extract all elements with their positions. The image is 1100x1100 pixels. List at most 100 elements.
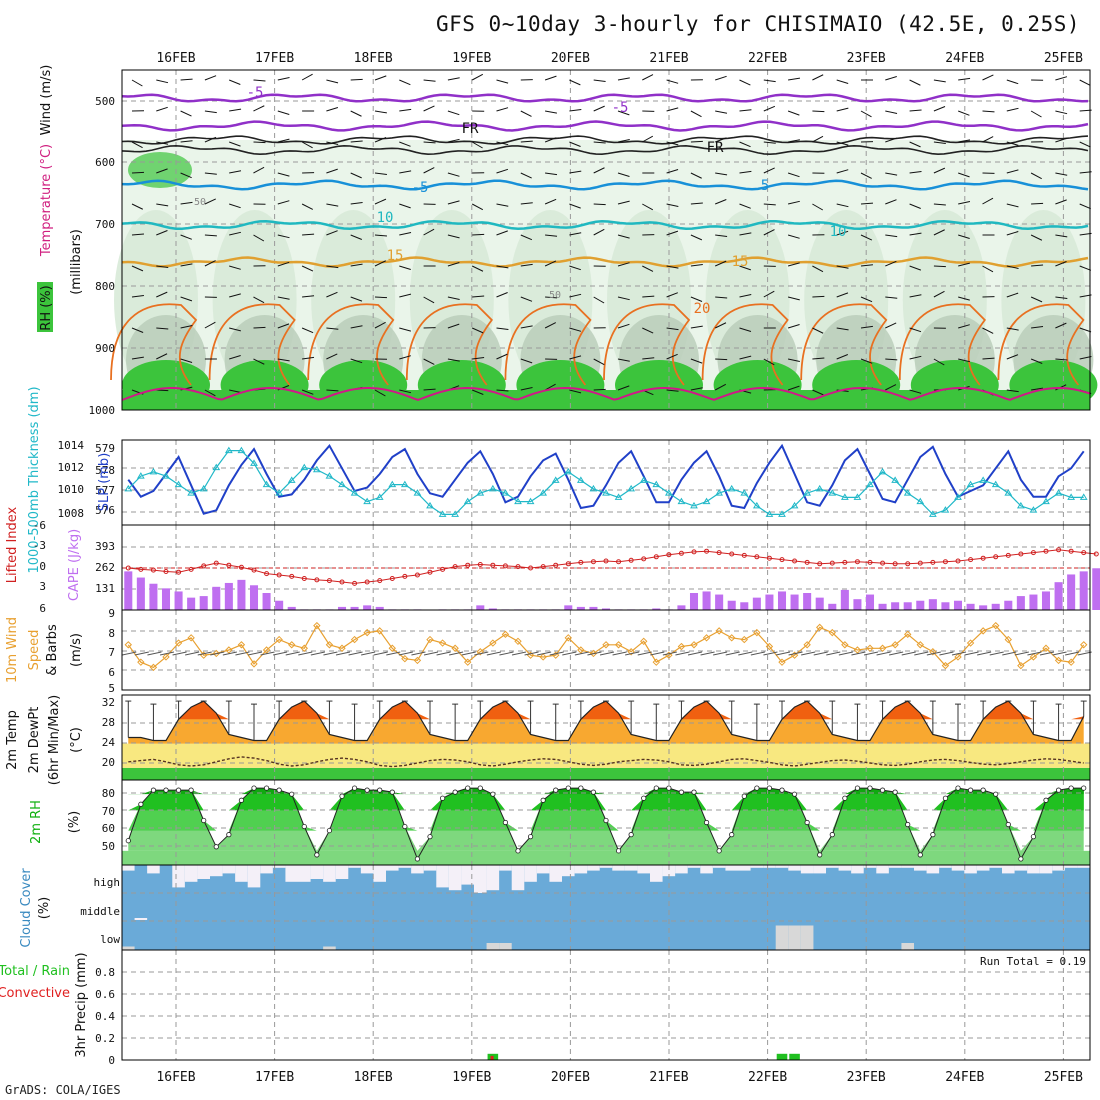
wind-tick: 8 <box>108 627 115 640</box>
wind-barb <box>1006 389 1019 393</box>
wind-barb-10m <box>335 651 351 656</box>
temp-tick: 28 <box>102 716 115 729</box>
wind-barb <box>1055 76 1068 81</box>
lifted-index-point <box>880 560 886 566</box>
thickness-point <box>954 493 962 500</box>
wind-barb <box>1006 292 1019 298</box>
wind-barb-10m <box>1002 651 1017 656</box>
wind-barb <box>447 234 460 239</box>
contour-label: 50 <box>549 290 561 301</box>
cloud-high-gap <box>197 865 210 879</box>
lifted-index-point <box>238 564 244 570</box>
date-label-top: 21FEB <box>649 51 688 66</box>
isotherm-20 <box>898 303 986 386</box>
profile-panel <box>110 70 1098 410</box>
wind-barb <box>472 357 485 360</box>
cape-bar <box>350 606 359 610</box>
rh-point <box>201 817 207 824</box>
pressure-tick: 800 <box>95 280 115 293</box>
wind-barb <box>666 230 679 236</box>
rh-point <box>1068 785 1074 791</box>
cape-bar <box>375 606 384 610</box>
wind-barb <box>958 110 970 116</box>
wind-barb <box>1079 79 1091 86</box>
cape-tick: 262 <box>95 561 115 574</box>
wind-barb <box>447 323 460 329</box>
lifted-index-point <box>666 552 672 558</box>
cape-bar <box>249 585 259 610</box>
wind-barb <box>860 234 873 241</box>
wind-barb-10m <box>725 651 740 656</box>
wind-barb <box>788 139 800 143</box>
rh-point <box>1043 797 1049 803</box>
wind-barb <box>909 141 921 148</box>
lifted-index-point <box>628 557 634 563</box>
cloud-high-gap <box>926 865 940 874</box>
wind-speed-point <box>1017 661 1025 670</box>
thickness-point <box>853 493 862 500</box>
wind-barb <box>545 110 558 114</box>
wind-barb <box>885 137 897 143</box>
wind-barb <box>763 79 776 83</box>
rh-point <box>741 793 747 799</box>
lifted-index-point <box>917 560 923 566</box>
cape-tick: 393 <box>95 540 115 553</box>
wind-speed-point <box>1067 658 1075 666</box>
lifted-index-point <box>201 563 207 569</box>
wind-barb <box>958 262 970 267</box>
wind-barb <box>1006 203 1019 208</box>
precip-frame <box>121 949 1091 1061</box>
thickness-point <box>803 489 812 496</box>
wind-barb <box>958 77 971 81</box>
cloud-high-gap <box>775 865 789 868</box>
wind-barb <box>544 322 557 329</box>
wind-barb-10m <box>1052 651 1067 656</box>
lifted-index-point <box>490 562 496 568</box>
rh-point <box>666 785 672 791</box>
wind-barb <box>958 296 970 301</box>
wind-barb-10m <box>436 651 451 656</box>
wind-barb <box>885 110 898 114</box>
wind-barb-10m <box>486 651 501 656</box>
wind-barb <box>1079 141 1091 148</box>
thickness-point <box>262 480 271 488</box>
wind-barb <box>666 107 679 112</box>
wind-barb <box>860 172 872 179</box>
wind-barb-10m <box>273 651 288 656</box>
rh-point <box>678 789 685 795</box>
wind-barb <box>836 141 849 146</box>
rh-point <box>527 834 534 840</box>
wind-barb <box>496 292 508 298</box>
lifted-index-point <box>138 566 144 572</box>
rh-point <box>326 827 333 834</box>
wind-barb <box>885 260 897 267</box>
wind-barb <box>739 265 752 271</box>
wind-barb <box>1079 265 1092 271</box>
cloud-high-gap <box>549 865 562 882</box>
wind-barb-10m <box>1077 651 1092 656</box>
wind-barb <box>1030 234 1043 241</box>
wind-tick: 7 <box>108 646 115 659</box>
date-label-bottom: 18FEB <box>354 1070 393 1085</box>
wind-barb <box>642 135 654 143</box>
wind-speed-point <box>602 641 610 649</box>
wind-barb <box>301 203 314 210</box>
wind-barb <box>593 388 606 391</box>
rh-point <box>163 787 169 793</box>
thickness-point <box>1067 493 1076 500</box>
cape-axis-label: CAPE (J/kg) <box>67 529 82 601</box>
wind-barb <box>326 141 339 145</box>
isotherm-line <box>121 120 1089 132</box>
cloud-high-gap <box>826 865 839 868</box>
wind-speed-point <box>954 653 962 661</box>
wind-speed-point <box>966 639 975 647</box>
wind-barb <box>496 141 509 146</box>
contour-label: -5 <box>247 85 264 101</box>
wind-barb <box>1031 202 1044 205</box>
wind-barb <box>496 353 508 360</box>
wind-speed-point <box>1004 635 1012 644</box>
cloud-high-gap <box>436 865 449 888</box>
rh-point <box>351 785 358 791</box>
cloud-high-gap <box>499 865 512 871</box>
wind-barb <box>715 199 727 205</box>
